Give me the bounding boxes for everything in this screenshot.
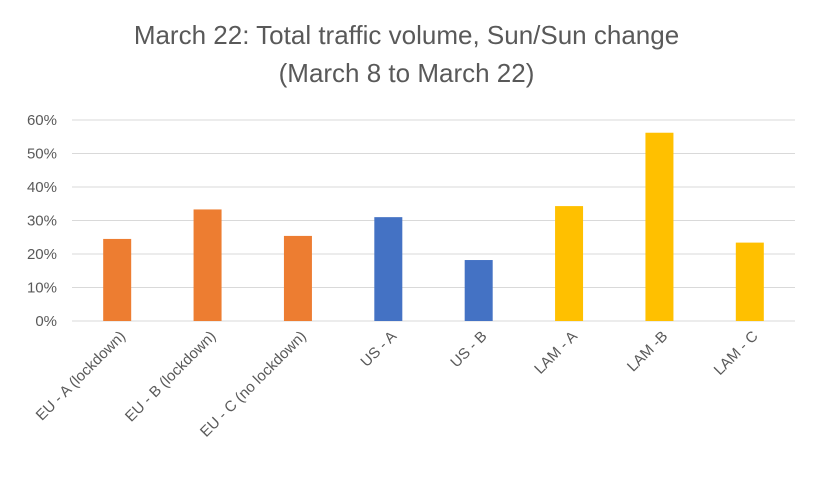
- y-tick-label: 50%: [27, 146, 57, 163]
- bar: [103, 238, 132, 321]
- x-tick-label: EU - B (lockdown): [122, 328, 219, 425]
- x-tick-label: LAM - A: [531, 328, 581, 378]
- x-tick-label: LAM - C: [711, 328, 762, 379]
- y-tick-label: 60%: [27, 112, 57, 129]
- y-tick-label: 0%: [35, 313, 57, 330]
- chart-subtitle: (March 8 to March 22): [278, 58, 535, 88]
- bar: [645, 132, 674, 321]
- x-tick-label: LAM -B: [624, 328, 671, 375]
- bar: [283, 235, 312, 321]
- y-tick-label: 30%: [27, 213, 57, 230]
- x-tick-label: EU - A (lockdown): [33, 328, 129, 424]
- bar: [735, 242, 764, 321]
- chart-title: March 22: Total traffic volume, Sun/Sun …: [133, 20, 680, 50]
- bar: [193, 209, 222, 321]
- x-tick-label: US - A: [357, 328, 400, 371]
- y-tick-label: 40%: [27, 179, 57, 196]
- bar: [374, 217, 403, 321]
- x-tick-label: US - B: [447, 328, 490, 371]
- y-tick-label: 10%: [27, 280, 57, 297]
- y-tick-label: 20%: [27, 246, 57, 263]
- bar: [555, 206, 584, 321]
- bar: [464, 260, 493, 321]
